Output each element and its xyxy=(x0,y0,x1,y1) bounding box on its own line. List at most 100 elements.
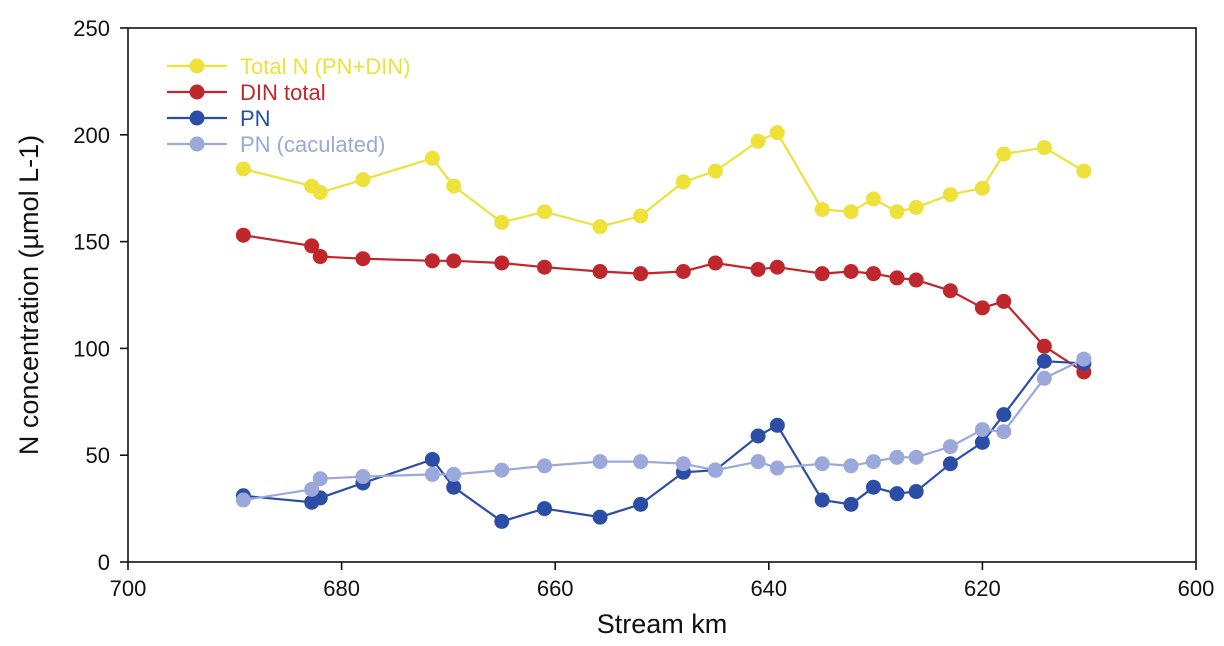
data-point xyxy=(769,460,785,476)
legend-label: PN (caculated) xyxy=(240,132,386,157)
data-point xyxy=(889,449,905,465)
data-point xyxy=(446,479,462,495)
data-point xyxy=(843,204,859,220)
data-point xyxy=(769,125,785,141)
data-point xyxy=(769,259,785,275)
data-point xyxy=(446,466,462,482)
series-3 xyxy=(235,351,1092,508)
data-point xyxy=(1036,353,1052,369)
data-point xyxy=(592,264,608,280)
data-point xyxy=(974,422,990,438)
data-point xyxy=(865,479,881,495)
data-point xyxy=(1076,351,1092,367)
data-point xyxy=(843,496,859,512)
legend-marker xyxy=(189,84,205,100)
data-point xyxy=(750,133,766,149)
data-point xyxy=(974,300,990,316)
y-tick-label: 0 xyxy=(98,550,110,575)
data-point xyxy=(996,407,1012,423)
data-point xyxy=(707,462,723,478)
data-point xyxy=(304,481,320,497)
legend-item: PN (caculated) xyxy=(167,132,386,157)
x-axis: 700 680 660 640 620 600 xyxy=(110,562,1215,601)
data-point xyxy=(814,456,830,472)
y-axis-title: N concentration (µmol L-1) xyxy=(14,135,44,455)
series-1 xyxy=(235,227,1092,380)
data-point xyxy=(889,486,905,502)
data-point xyxy=(304,238,320,254)
data-point xyxy=(889,270,905,286)
y-tick-label: 100 xyxy=(73,336,110,361)
data-point xyxy=(1036,140,1052,156)
data-point xyxy=(750,428,766,444)
data-point xyxy=(424,150,440,166)
x-tick-label: 620 xyxy=(964,576,1001,601)
data-point xyxy=(843,264,859,280)
y-tick-label: 250 xyxy=(73,16,110,41)
data-point xyxy=(996,293,1012,309)
series-0 xyxy=(235,125,1092,235)
data-point xyxy=(592,219,608,235)
data-point xyxy=(865,454,881,470)
data-point xyxy=(1036,338,1052,354)
data-point xyxy=(908,449,924,465)
y-axis: 0 50 100 150 200 250 xyxy=(73,16,128,575)
data-point xyxy=(889,204,905,220)
x-tick-label: 660 xyxy=(537,576,574,601)
data-point xyxy=(814,492,830,508)
data-point xyxy=(675,456,691,472)
data-point xyxy=(633,454,649,470)
data-point xyxy=(1076,163,1092,179)
data-point xyxy=(355,469,371,485)
data-point xyxy=(908,199,924,215)
data-point xyxy=(312,184,328,200)
x-tick-label: 680 xyxy=(323,576,360,601)
data-point xyxy=(312,471,328,487)
data-point xyxy=(942,439,958,455)
data-point xyxy=(494,214,510,230)
data-point xyxy=(769,417,785,433)
x-axis-title: Stream km xyxy=(597,609,728,639)
data-point xyxy=(355,172,371,188)
data-point xyxy=(494,462,510,478)
data-point xyxy=(537,204,553,220)
data-point xyxy=(312,249,328,265)
x-tick-label: 600 xyxy=(1178,576,1215,601)
data-point xyxy=(592,454,608,470)
data-point xyxy=(974,434,990,450)
data-point xyxy=(494,255,510,271)
data-point xyxy=(537,458,553,474)
data-point xyxy=(750,454,766,470)
legend-item: Total N (PN+DIN) xyxy=(167,54,411,79)
data-point xyxy=(675,174,691,190)
series-2 xyxy=(235,353,1092,529)
y-tick-label: 150 xyxy=(73,230,110,255)
data-point xyxy=(235,227,251,243)
data-point xyxy=(974,180,990,196)
data-point xyxy=(235,492,251,508)
legend-label: PN xyxy=(240,106,271,131)
data-point xyxy=(908,484,924,500)
data-point xyxy=(675,264,691,280)
x-tick-label: 640 xyxy=(750,576,787,601)
legend-label: Total N (PN+DIN) xyxy=(240,54,411,79)
legend-item: DIN total xyxy=(167,80,326,105)
data-point xyxy=(424,466,440,482)
data-point xyxy=(865,266,881,282)
legend-marker xyxy=(189,110,205,126)
data-point xyxy=(633,496,649,512)
data-point xyxy=(942,456,958,472)
data-point xyxy=(865,191,881,207)
data-point xyxy=(942,187,958,203)
data-point xyxy=(707,255,723,271)
data-point xyxy=(446,253,462,269)
data-point xyxy=(814,266,830,282)
data-point xyxy=(843,458,859,474)
data-point xyxy=(750,261,766,277)
data-point xyxy=(996,424,1012,440)
data-point xyxy=(707,163,723,179)
data-point xyxy=(592,509,608,525)
data-point xyxy=(235,161,251,177)
legend-marker xyxy=(189,58,205,74)
